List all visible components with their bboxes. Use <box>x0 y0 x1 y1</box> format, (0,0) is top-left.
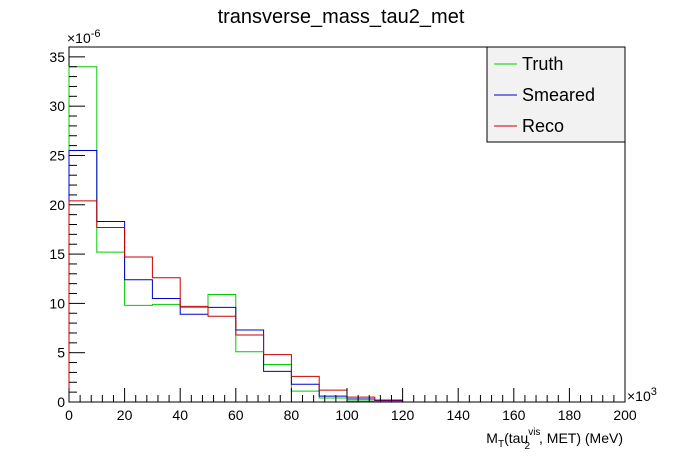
y-tick-label: 35 <box>49 49 65 65</box>
series-layer <box>68 66 404 403</box>
legend-label-reco: Reco <box>522 116 564 136</box>
y-tick-label: 15 <box>49 246 65 262</box>
x-tick-label: 40 <box>172 407 188 423</box>
series-truth-line <box>68 66 404 403</box>
x-tick-label: 100 <box>335 407 359 423</box>
y-tick-label: 30 <box>49 98 65 114</box>
x-tick-label: 20 <box>117 407 133 423</box>
y-tick-label: 10 <box>49 295 65 311</box>
legend-label-truth: Truth <box>522 54 563 74</box>
x-axis-title: MT(tauvis 2, MET) (MeV) <box>486 427 623 452</box>
series-smeared-line <box>68 150 404 402</box>
x-tick-label: 140 <box>447 407 471 423</box>
x-tick-label: 180 <box>558 407 582 423</box>
axes-layer: 0 20 40 60 80 100 120 140 160 180 200 0 5 10 15 20 25 30 3… <box>49 46 637 423</box>
y-tick-label: 0 <box>57 394 65 410</box>
x-tick-label: 80 <box>284 407 300 423</box>
legend-label-smeared: Smeared <box>522 85 595 105</box>
legend: Truth Smeared Reco <box>486 46 626 143</box>
y-tick-label: 5 <box>57 345 65 361</box>
y-tick-label: 25 <box>49 147 65 163</box>
y-tick-label: 20 <box>49 197 65 213</box>
x-tick-label: 0 <box>65 407 73 423</box>
x-tick-label: 160 <box>502 407 526 423</box>
x-axis-exponent: ×103 <box>627 386 657 404</box>
x-tick-label: 200 <box>613 407 637 423</box>
x-tick-label: 120 <box>391 407 415 423</box>
x-tick-label: 60 <box>228 407 244 423</box>
chart-title: transverse_mass_tau2_met <box>218 6 465 28</box>
y-axis-exponent: ×10-6 <box>67 28 101 46</box>
